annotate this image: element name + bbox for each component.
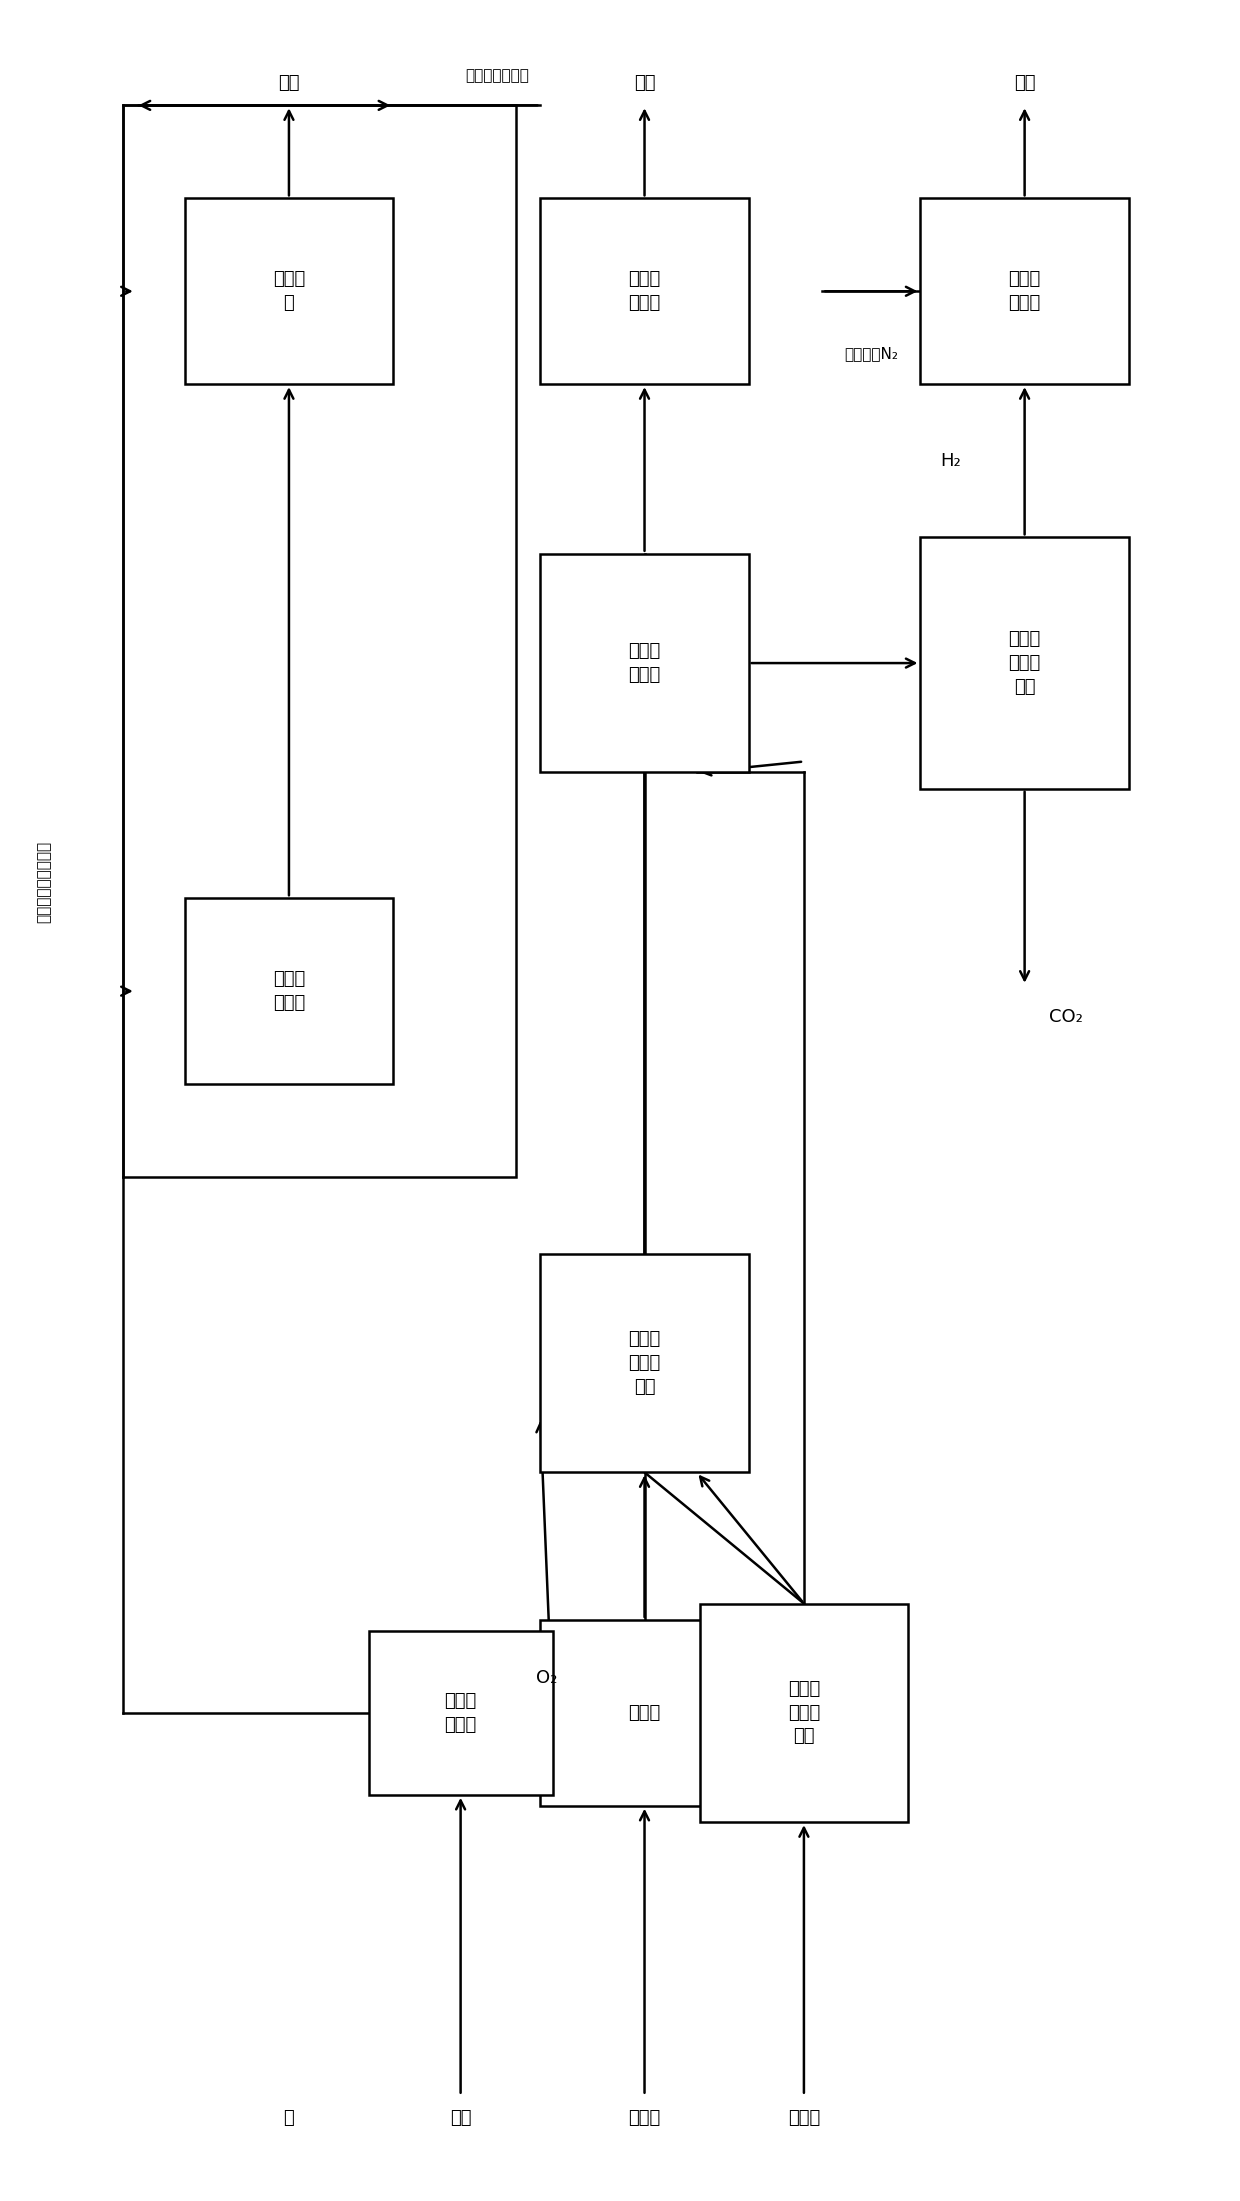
- Text: 煤: 煤: [284, 2109, 294, 2126]
- Text: 烃类合
成装置: 烃类合 成装置: [1008, 271, 1040, 313]
- Text: 空气: 空气: [450, 2109, 471, 2126]
- Text: 水蒸气到炉炉炉: 水蒸气到炉炉炉: [465, 68, 529, 84]
- FancyBboxPatch shape: [920, 198, 1128, 385]
- Text: 烯烃化
学装置: 烯烃化 学装置: [273, 971, 305, 1012]
- FancyBboxPatch shape: [368, 1631, 553, 1794]
- Text: 空气分
离设备: 空气分 离设备: [444, 1693, 476, 1734]
- FancyBboxPatch shape: [541, 555, 749, 773]
- Text: 甲醇重
整反应
装置: 甲醇重 整反应 装置: [1008, 629, 1040, 696]
- Text: CO₂: CO₂: [1049, 1008, 1083, 1026]
- Text: 发电装
置: 发电装 置: [273, 271, 305, 313]
- Text: 燃气轮
机反应
装置: 燃气轮 机反应 装置: [787, 1679, 820, 1745]
- Text: H₂: H₂: [941, 451, 961, 469]
- Text: 烯烃: 烯烃: [1014, 75, 1035, 92]
- Text: 天然气: 天然气: [629, 2109, 661, 2126]
- FancyBboxPatch shape: [185, 198, 393, 385]
- Text: 烯烃: 烯烃: [634, 75, 655, 92]
- Text: 天然气反应气做燃料: 天然气反应气做燃料: [36, 841, 51, 922]
- Text: 气化炉: 气化炉: [629, 1704, 661, 1721]
- Text: 甲醇合
成装置: 甲醇合 成装置: [629, 643, 661, 685]
- Text: O₂: O₂: [536, 1668, 557, 1686]
- FancyBboxPatch shape: [920, 537, 1128, 788]
- FancyBboxPatch shape: [541, 1620, 749, 1805]
- Text: 烃类合
成装置: 烃类合 成装置: [629, 271, 661, 313]
- Text: 天然气: 天然气: [787, 2109, 820, 2126]
- Text: 电力: 电力: [278, 75, 300, 92]
- FancyBboxPatch shape: [541, 1255, 749, 1472]
- FancyBboxPatch shape: [185, 898, 393, 1085]
- FancyBboxPatch shape: [699, 1605, 908, 1822]
- FancyBboxPatch shape: [541, 198, 749, 385]
- Text: 空分设备N₂: 空分设备N₂: [844, 346, 898, 361]
- Text: 燃气轮
机反应
装置: 燃气轮 机反应 装置: [629, 1329, 661, 1395]
